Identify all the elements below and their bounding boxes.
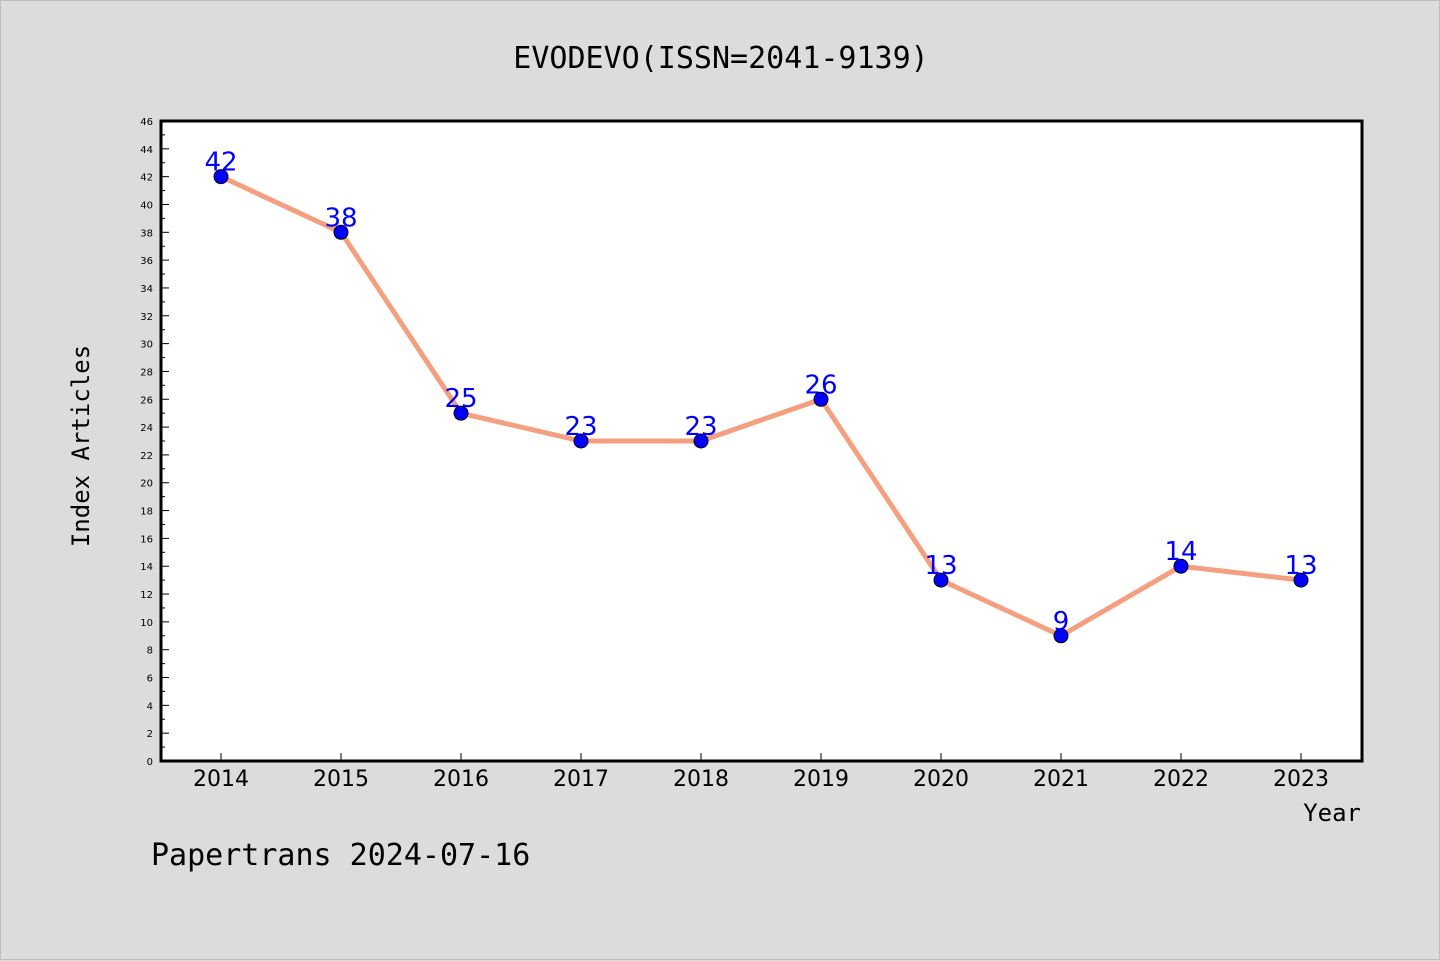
y-tick-label: 2 (147, 729, 153, 740)
series-line (218, 174, 1304, 639)
data-label: 13 (924, 551, 957, 581)
x-axis: 2014 2015 2016 2017 2018 2019 2020 2021 2022 2023 (193, 753, 1329, 792)
y-tick-label: 6 (147, 674, 153, 685)
y-tick-label: 32 (140, 312, 153, 323)
y-tick-label: 10 (140, 618, 153, 629)
x-tick-label: 2022 (1153, 767, 1209, 792)
y-tick-label: 34 (140, 284, 153, 295)
y-tick-label: 26 (140, 395, 153, 406)
x-tick-label: 2018 (673, 767, 729, 792)
y-tick-label: 0 (147, 757, 153, 768)
data-point (573, 433, 589, 449)
data-point (333, 224, 349, 240)
y-axis: 0246810121416182022242628303234363840424… (140, 117, 169, 768)
chart-title: EVODEVO(ISSN=2041-9139) (513, 41, 928, 76)
y-tick-label: 20 (140, 479, 153, 490)
x-tick-label: 2016 (433, 767, 489, 792)
y-tick-label: 44 (140, 145, 153, 156)
y-axis-title: Index Articles (67, 345, 95, 547)
data-label: 14 (1164, 537, 1197, 567)
data-point (813, 391, 829, 407)
y-tick-label: 28 (140, 367, 153, 378)
y-tick-label: 38 (140, 228, 153, 239)
data-label: 42 (204, 148, 237, 178)
data-point (453, 405, 469, 421)
y-tick-label: 42 (140, 173, 153, 184)
y-tick-label: 46 (140, 117, 153, 128)
plot-area (159, 119, 1364, 763)
data-label: 9 (1053, 607, 1070, 637)
data-point (1053, 628, 1069, 644)
data-point (1293, 572, 1309, 588)
data-label: 38 (324, 203, 357, 233)
footer-text: Papertrans 2024-07-16 (151, 838, 530, 873)
data-point (213, 169, 229, 185)
x-tick-label: 2020 (913, 767, 969, 792)
data-label: 23 (564, 412, 597, 442)
x-tick-label: 2015 (313, 767, 369, 792)
y-tick-label: 24 (140, 423, 153, 434)
x-tick-label: 2019 (793, 767, 849, 792)
y-tick-label: 14 (140, 562, 153, 573)
y-tick-label: 18 (140, 507, 153, 518)
x-axis-title: Year (1303, 799, 1361, 827)
data-label: 13 (1284, 551, 1317, 581)
y-tick-label: 22 (140, 451, 153, 462)
data-labels: 42 38 25 23 23 26 13 9 14 13 (204, 148, 1317, 637)
y-tick-label: 30 (140, 340, 153, 351)
data-point (1173, 558, 1189, 574)
y-tick-label: 8 (147, 646, 153, 657)
data-point (933, 572, 949, 588)
y-tick-label: 4 (147, 701, 153, 712)
data-label: 25 (444, 384, 477, 414)
data-label: 23 (684, 412, 717, 442)
series-markers (213, 169, 1309, 644)
x-tick-label: 2021 (1033, 767, 1089, 792)
y-tick-label: 36 (140, 256, 153, 267)
series-polyline (218, 174, 1304, 639)
y-tick-label: 40 (140, 200, 153, 211)
x-tick-label: 2023 (1273, 767, 1329, 792)
x-tick-label: 2014 (193, 767, 249, 792)
data-label: 26 (804, 370, 837, 400)
x-tick-label: 2017 (553, 767, 609, 792)
y-tick-label: 12 (140, 590, 153, 601)
data-point (693, 433, 709, 449)
y-tick-label: 16 (140, 534, 153, 545)
